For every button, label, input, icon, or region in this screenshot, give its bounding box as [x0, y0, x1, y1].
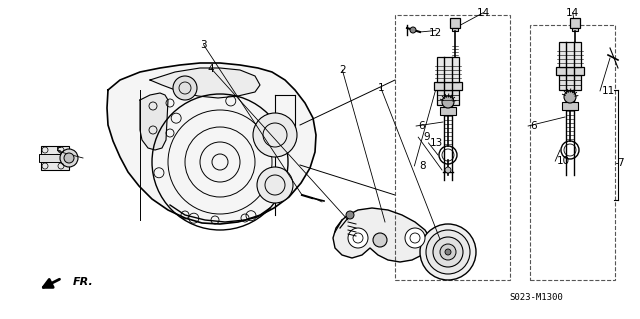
Circle shape — [173, 76, 197, 100]
Bar — [559, 75, 581, 90]
Bar — [452, 28, 458, 31]
Text: 3: 3 — [200, 40, 207, 50]
Bar — [434, 82, 462, 90]
Circle shape — [64, 153, 74, 163]
Bar — [395, 15, 510, 280]
Bar — [437, 57, 459, 82]
Bar — [437, 90, 459, 105]
Circle shape — [433, 237, 463, 267]
Bar — [570, 18, 580, 28]
Circle shape — [410, 27, 416, 33]
Circle shape — [564, 91, 576, 103]
Text: FR.: FR. — [73, 277, 93, 287]
Text: 13: 13 — [430, 138, 443, 148]
Circle shape — [445, 167, 451, 173]
Text: 6: 6 — [418, 121, 424, 131]
Text: S023-M1300: S023-M1300 — [509, 293, 563, 302]
Circle shape — [60, 149, 78, 167]
Text: 7: 7 — [618, 158, 624, 168]
Circle shape — [346, 211, 354, 219]
Text: 5: 5 — [56, 146, 62, 157]
Text: 10: 10 — [557, 156, 570, 166]
Text: 14: 14 — [477, 8, 490, 18]
Text: 6: 6 — [530, 121, 536, 131]
Text: 2: 2 — [339, 65, 346, 75]
Circle shape — [420, 224, 476, 280]
Circle shape — [373, 233, 387, 247]
Text: 11: 11 — [602, 86, 614, 96]
Bar — [562, 102, 578, 110]
Text: 1: 1 — [378, 83, 384, 93]
Circle shape — [253, 113, 297, 157]
Bar — [572, 28, 578, 31]
Bar — [450, 18, 460, 28]
Text: 12: 12 — [429, 28, 442, 39]
Circle shape — [426, 230, 470, 274]
Circle shape — [257, 167, 293, 203]
Circle shape — [445, 249, 451, 255]
Polygon shape — [140, 93, 168, 150]
Bar — [39, 154, 71, 162]
Circle shape — [348, 228, 368, 248]
Text: 9: 9 — [423, 132, 429, 142]
Text: 8: 8 — [419, 161, 426, 171]
Circle shape — [405, 228, 425, 248]
Bar — [556, 67, 584, 75]
Text: 14: 14 — [566, 8, 579, 18]
Bar — [530, 25, 615, 280]
Polygon shape — [107, 63, 316, 224]
Circle shape — [442, 96, 454, 108]
Text: 4: 4 — [208, 63, 214, 74]
Polygon shape — [333, 208, 430, 262]
Bar — [440, 107, 456, 115]
Circle shape — [440, 244, 456, 260]
Bar — [41, 146, 69, 170]
Polygon shape — [150, 68, 260, 98]
Bar — [559, 42, 581, 67]
